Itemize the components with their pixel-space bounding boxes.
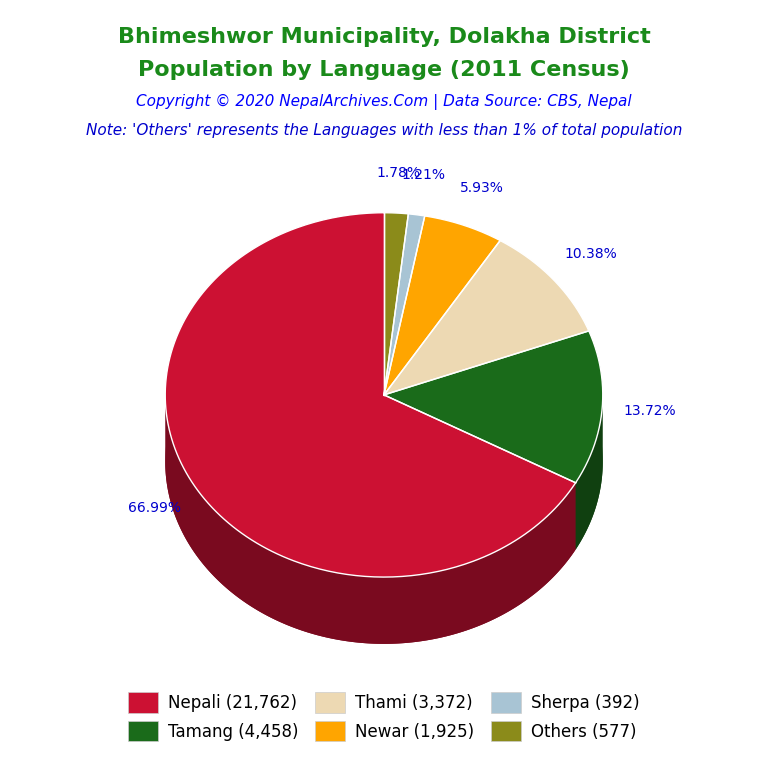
Polygon shape: [384, 280, 409, 462]
Polygon shape: [165, 280, 576, 644]
Polygon shape: [384, 307, 589, 462]
Polygon shape: [165, 393, 576, 644]
Polygon shape: [384, 214, 425, 395]
Text: Bhimeshwor Municipality, Dolakha District: Bhimeshwor Municipality, Dolakha Distric…: [118, 27, 650, 47]
Polygon shape: [384, 280, 425, 462]
Polygon shape: [384, 283, 500, 462]
Text: Note: 'Others' represents the Languages with less than 1% of total population: Note: 'Others' represents the Languages …: [86, 123, 682, 138]
Text: 1.78%: 1.78%: [377, 166, 421, 180]
Polygon shape: [384, 398, 603, 550]
Text: 66.99%: 66.99%: [127, 501, 180, 515]
Text: 1.21%: 1.21%: [402, 168, 445, 182]
Polygon shape: [384, 213, 409, 395]
Polygon shape: [384, 216, 500, 395]
Text: 10.38%: 10.38%: [564, 247, 617, 261]
Polygon shape: [384, 331, 603, 483]
Text: Population by Language (2011 Census): Population by Language (2011 Census): [138, 60, 630, 80]
Polygon shape: [384, 240, 589, 395]
Text: 13.72%: 13.72%: [624, 404, 677, 418]
Text: Copyright © 2020 NepalArchives.Com | Data Source: CBS, Nepal: Copyright © 2020 NepalArchives.Com | Dat…: [136, 94, 632, 110]
Polygon shape: [165, 213, 576, 577]
Polygon shape: [576, 393, 603, 550]
Text: 5.93%: 5.93%: [459, 181, 503, 195]
Legend: Nepali (21,762), Tamang (4,458), Thami (3,372), Newar (1,925), Sherpa (392), Oth: Nepali (21,762), Tamang (4,458), Thami (…: [121, 686, 647, 748]
